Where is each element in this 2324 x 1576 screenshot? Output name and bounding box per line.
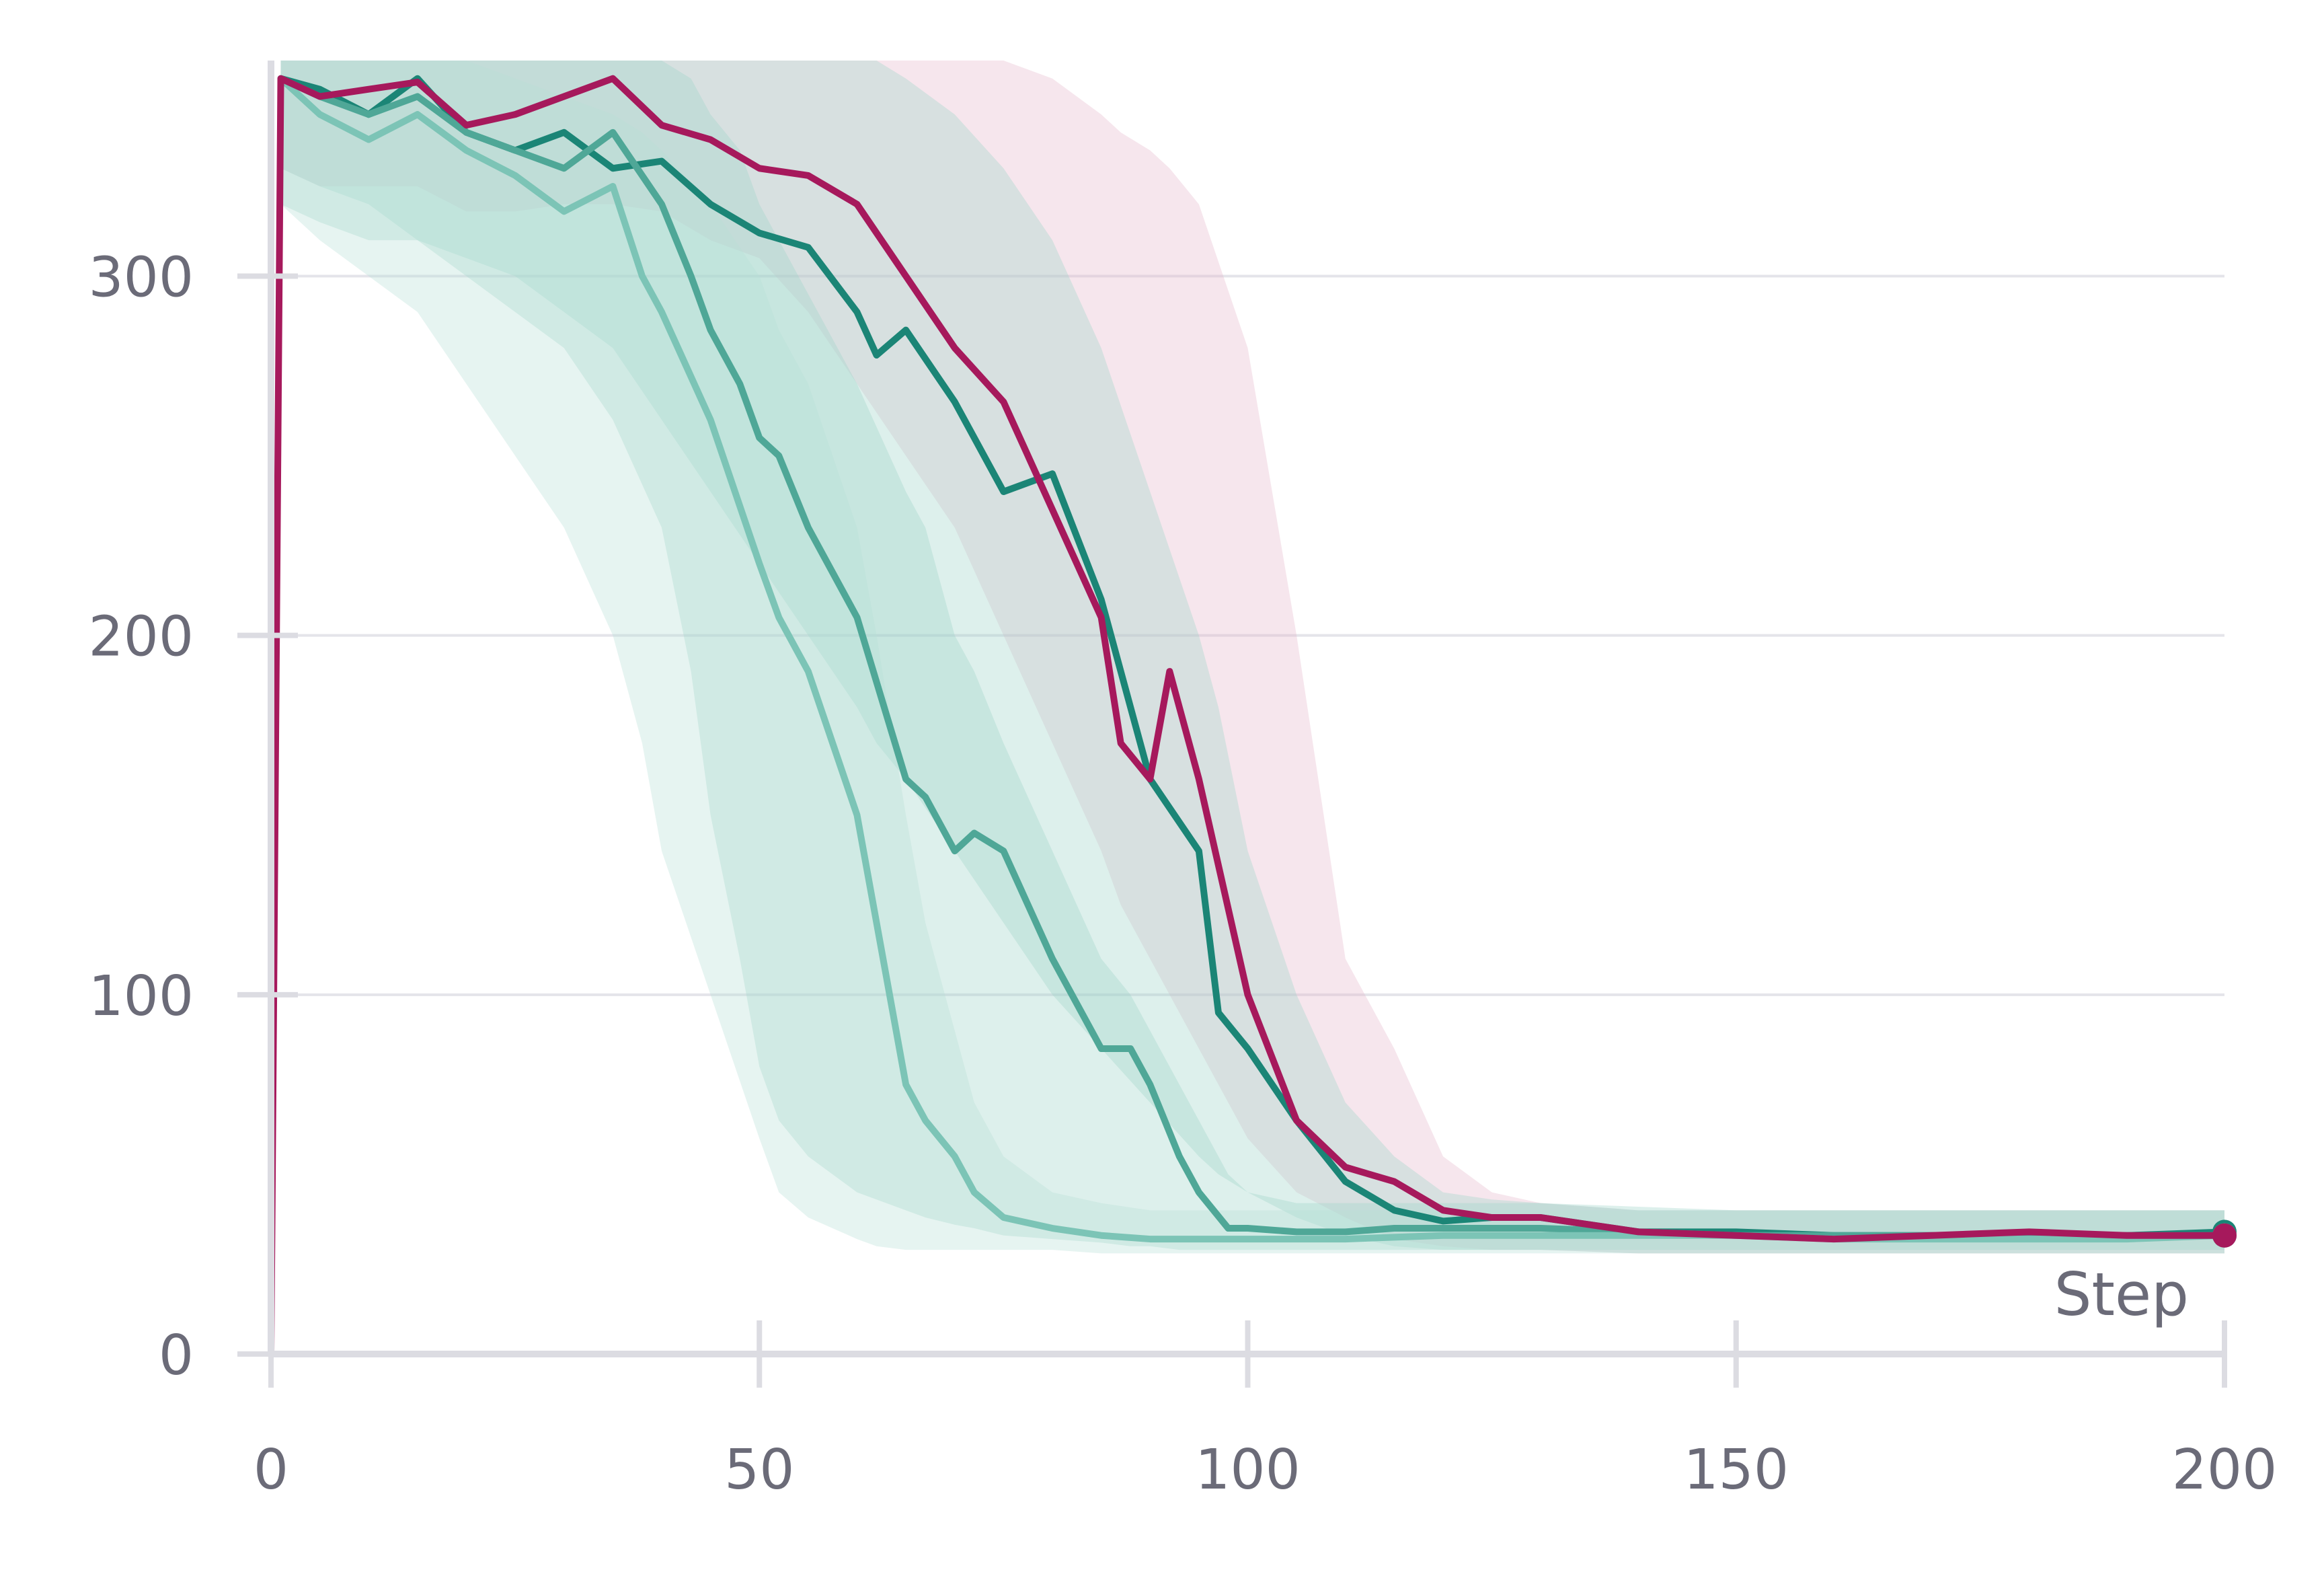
- y-tick-label-300: 300: [88, 246, 194, 310]
- tick-labels: 0 50 100 150 200 0 100 200 300: [88, 246, 2277, 1503]
- y-tick-label-100: 100: [88, 965, 194, 1028]
- x-axis-label: Step: [2054, 1260, 2189, 1329]
- series-lines: [268, 75, 2237, 1357]
- x-tick-label-200: 200: [2172, 1438, 2278, 1502]
- band-series-3: [280, 61, 2225, 1250]
- x-tick-label-50: 50: [724, 1438, 794, 1502]
- y-tick-label-0: 0: [159, 1324, 194, 1388]
- line-series-3: [277, 75, 2228, 1239]
- confidence-bands: [271, 61, 2225, 1354]
- x-tick-label-0: 0: [254, 1438, 288, 1502]
- line-series-1: [268, 75, 2228, 1357]
- band-series-2: [280, 61, 2225, 1254]
- band-series-4: [280, 61, 2225, 1254]
- axes: [237, 61, 2227, 1388]
- x-tick-label-150: 150: [1683, 1438, 1789, 1502]
- y-tick-label-200: 200: [88, 605, 194, 669]
- endpoint-series-1: [2212, 1223, 2237, 1248]
- gridlines: [258, 274, 2224, 996]
- band-series-1: [271, 61, 2224, 1354]
- x-tick-label-100: 100: [1195, 1438, 1301, 1502]
